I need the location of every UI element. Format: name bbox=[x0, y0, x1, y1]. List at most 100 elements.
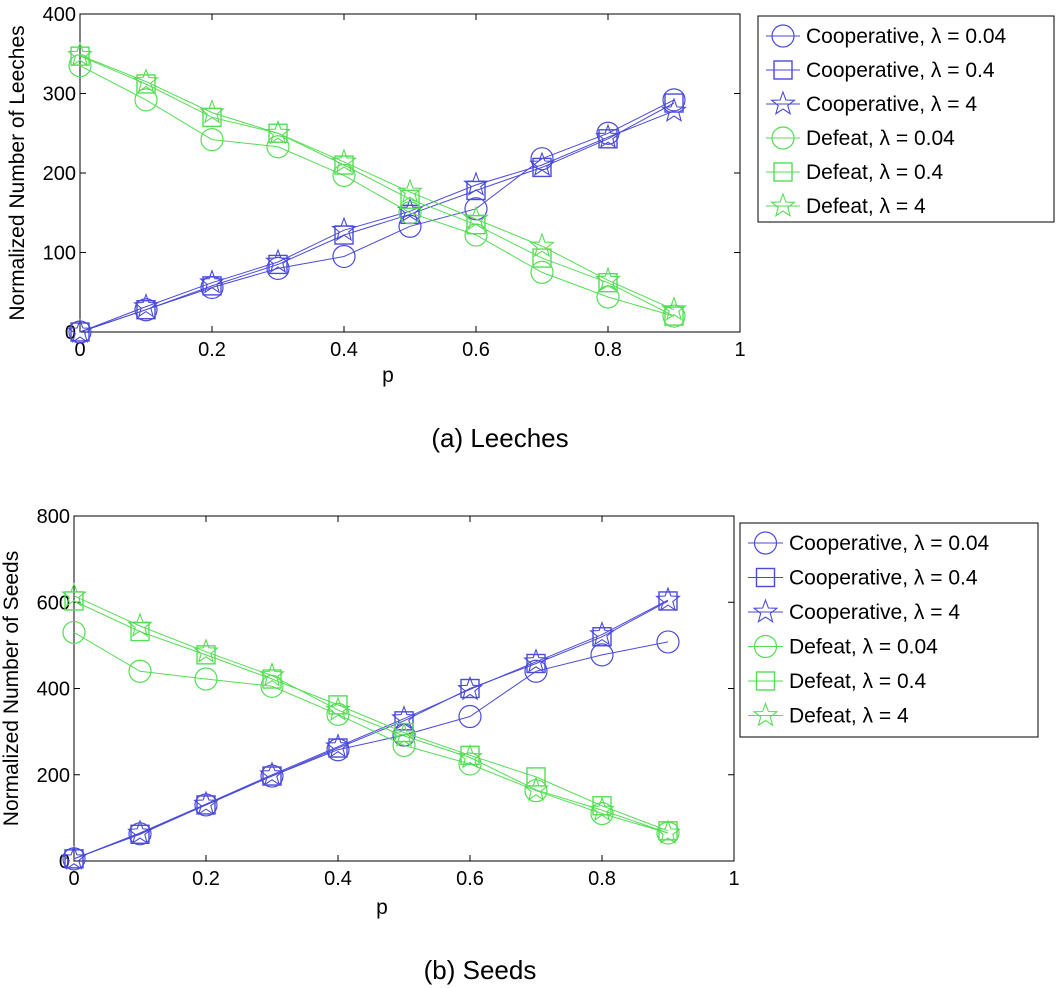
y-tick-label: 300 bbox=[43, 84, 76, 106]
data-point-circle-marker bbox=[398, 214, 422, 238]
legend: Cooperative, λ = 0.04 Cooperative, λ = 0.… bbox=[739, 522, 1039, 738]
series-line bbox=[79, 65, 675, 317]
data-point-circle-marker bbox=[200, 128, 224, 152]
x-tick-label: 0.8 bbox=[588, 868, 616, 890]
legend-item: Cooperative, λ = 0.4 bbox=[748, 567, 978, 590]
data-point-circle-marker bbox=[134, 88, 158, 112]
x-axis-label: p bbox=[382, 364, 394, 387]
data-point-star-marker bbox=[265, 119, 291, 145]
data-point-square-marker bbox=[526, 653, 546, 674]
panel-caption: (a) Leeches bbox=[431, 423, 568, 453]
legend-label: Cooperative, λ = 0.04 bbox=[806, 25, 1007, 48]
data-point-star-marker bbox=[265, 248, 291, 273]
y-tick-label: 100 bbox=[43, 243, 76, 265]
legend-label: Cooperative, λ = 0.4 bbox=[806, 59, 995, 82]
legend-item: Cooperative, λ = 0.04 bbox=[766, 24, 1007, 48]
data-point-square-marker bbox=[598, 273, 618, 293]
data-point-circle-marker bbox=[392, 733, 416, 758]
data-point-star-marker bbox=[391, 722, 417, 747]
data-point-circle-marker bbox=[266, 135, 290, 159]
data-point-circle-marker bbox=[260, 764, 284, 788]
data-point-star-marker bbox=[259, 761, 285, 786]
data-point-square-marker bbox=[70, 46, 90, 66]
data-point-square-marker bbox=[130, 621, 150, 642]
data-point-star-marker bbox=[127, 819, 153, 844]
x-tick-label: 0.6 bbox=[456, 868, 484, 890]
data-point-star-marker bbox=[661, 97, 687, 122]
data-point-square-marker bbox=[196, 795, 216, 815]
data-point-square-marker bbox=[658, 591, 678, 611]
series-4 bbox=[68, 54, 686, 328]
data-point-star-marker bbox=[655, 586, 681, 612]
data-point-square-marker bbox=[664, 306, 684, 326]
legend-box bbox=[739, 522, 1039, 738]
data-point-square-marker bbox=[664, 93, 684, 113]
series-5 bbox=[70, 46, 684, 326]
data-point-star-marker bbox=[133, 68, 159, 93]
data-point-circle-marker bbox=[62, 620, 86, 645]
data-point-square-marker bbox=[202, 107, 222, 128]
legend-item: Defeat, λ = 4 bbox=[748, 701, 909, 728]
legend-circle-marker bbox=[771, 24, 795, 48]
data-point-star-marker bbox=[463, 205, 489, 231]
legend-label: Defeat, λ = 0.04 bbox=[789, 636, 938, 659]
series-6 bbox=[67, 41, 687, 321]
x-tick-label: 1 bbox=[734, 339, 745, 361]
series-line bbox=[73, 631, 669, 834]
y-axis-label: Normalized Number of Seeds bbox=[0, 551, 23, 826]
data-point-square-marker bbox=[64, 849, 84, 869]
data-point-star-marker bbox=[595, 123, 621, 149]
data-point-circle-marker bbox=[458, 704, 482, 729]
legend-item: Defeat, λ = 0.04 bbox=[748, 634, 938, 659]
data-point-circle-marker bbox=[590, 643, 614, 667]
data-point-circle-marker bbox=[524, 659, 548, 683]
legend-label: Cooperative, λ = 4 bbox=[789, 601, 960, 624]
data-point-circle-marker bbox=[524, 779, 548, 803]
data-point-circle-marker bbox=[662, 304, 686, 328]
x-tick-label: 0 bbox=[68, 868, 79, 890]
data-point-star-marker bbox=[67, 318, 93, 343]
data-point-square-marker bbox=[328, 738, 348, 758]
y-axis-label: Normalized Number of Leeches bbox=[6, 25, 29, 320]
x-tick-label: 0.2 bbox=[192, 868, 220, 890]
data-point-star-marker bbox=[529, 151, 555, 177]
data-point-square-marker bbox=[262, 669, 282, 689]
legend-square-marker bbox=[755, 671, 776, 691]
data-point-square-marker bbox=[466, 180, 486, 201]
plot-area-frame bbox=[79, 13, 741, 333]
data-point-square-marker bbox=[268, 123, 288, 143]
legend-label: Cooperative, λ = 0.04 bbox=[789, 532, 990, 555]
legend-label: Cooperative, λ = 4 bbox=[806, 93, 977, 116]
panel-caption: (b) Seeds bbox=[424, 955, 537, 985]
y-tick-label: 600 bbox=[37, 592, 70, 614]
data-point-circle-marker bbox=[662, 88, 686, 112]
data-point-star-marker bbox=[331, 148, 357, 173]
data-point-star-marker bbox=[325, 696, 351, 722]
data-point-square-marker bbox=[334, 155, 354, 175]
data-point-square-marker bbox=[526, 767, 546, 787]
legend-square-marker bbox=[755, 567, 776, 588]
legend-circle-marker bbox=[753, 531, 778, 555]
x-tick-label: 0.4 bbox=[324, 868, 352, 890]
legend-item: Defeat, λ = 0.04 bbox=[766, 126, 955, 150]
x-tick-label: 0 bbox=[74, 339, 85, 361]
x-tick-label: 0.2 bbox=[198, 339, 226, 361]
data-point-star-marker bbox=[397, 178, 423, 204]
series-line bbox=[79, 99, 675, 333]
legend-label: Defeat, λ = 0.4 bbox=[789, 670, 926, 693]
legend-star-marker bbox=[770, 192, 796, 217]
data-point-star-marker bbox=[457, 675, 483, 701]
y-tick-label: 400 bbox=[43, 4, 76, 26]
legend-label: Defeat, λ = 4 bbox=[806, 195, 926, 218]
data-point-star-marker bbox=[199, 99, 225, 124]
data-point-square-marker bbox=[136, 74, 156, 94]
data-point-square-marker bbox=[466, 214, 486, 235]
data-point-circle-marker bbox=[134, 298, 158, 322]
y-tick-label: 200 bbox=[37, 765, 70, 787]
data-point-star-marker bbox=[193, 638, 219, 663]
data-point-star-marker bbox=[589, 796, 615, 822]
data-point-square-marker bbox=[400, 189, 420, 209]
data-point-star-marker bbox=[325, 733, 351, 758]
